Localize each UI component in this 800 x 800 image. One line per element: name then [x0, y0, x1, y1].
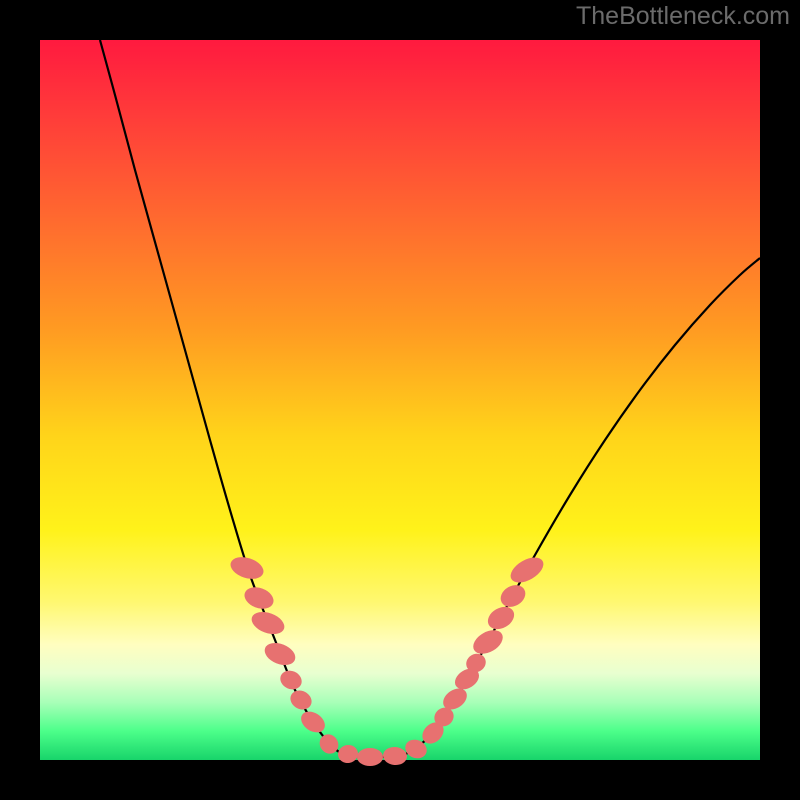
chart-root: TheBottleneck.com	[0, 0, 800, 800]
marker-capsule	[357, 748, 383, 766]
chart-svg	[0, 0, 800, 800]
watermark-text: TheBottleneck.com	[576, 2, 790, 31]
plot-area	[40, 40, 760, 760]
